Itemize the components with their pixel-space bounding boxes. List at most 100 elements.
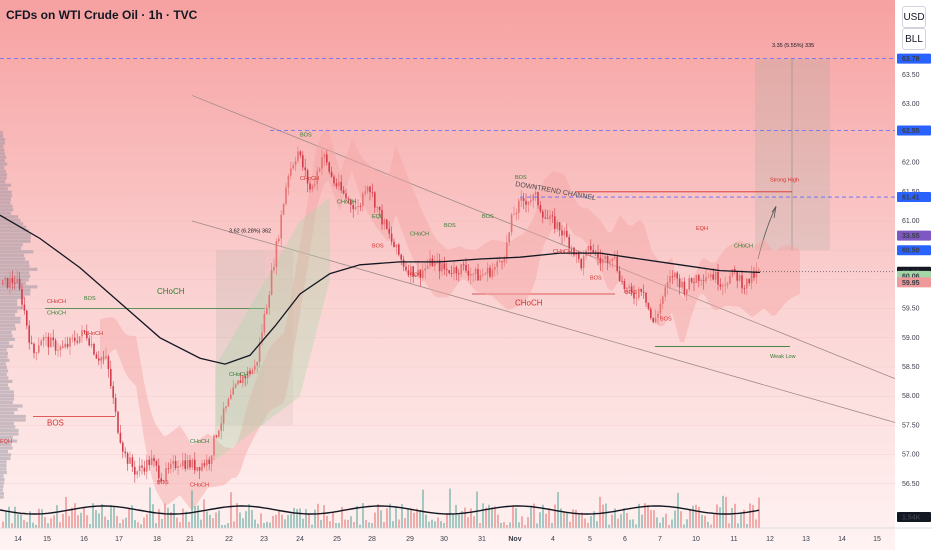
candle-body bbox=[640, 288, 642, 292]
profile-bar bbox=[0, 180, 6, 184]
candle-body bbox=[450, 273, 453, 274]
volume-bar bbox=[245, 511, 247, 528]
volume-bar bbox=[71, 507, 73, 528]
volume-bar bbox=[521, 516, 523, 528]
candle-body bbox=[489, 267, 491, 277]
candle-body bbox=[18, 278, 21, 289]
candle-body bbox=[537, 192, 539, 206]
chart-title: CFDs on WTI Crude Oil · 1h · TVC bbox=[6, 8, 198, 22]
profile-bar bbox=[0, 449, 9, 454]
candle-body bbox=[345, 193, 347, 199]
candle-body bbox=[35, 352, 38, 354]
volume-bar bbox=[449, 488, 451, 528]
volume-bar bbox=[536, 523, 538, 528]
candle-body bbox=[525, 200, 527, 205]
candle-body bbox=[424, 268, 426, 271]
profile-bar bbox=[0, 173, 8, 177]
profile-bar bbox=[0, 141, 5, 145]
candle-body bbox=[364, 191, 366, 194]
candle-body bbox=[635, 297, 638, 299]
candle-body bbox=[630, 286, 633, 293]
candle-body bbox=[350, 199, 352, 205]
volume-bar bbox=[383, 522, 385, 528]
profile-bar bbox=[0, 348, 7, 352]
volume-bar bbox=[314, 509, 316, 528]
volume-bar bbox=[287, 514, 289, 528]
candle-body bbox=[746, 278, 748, 289]
volume-bar bbox=[419, 509, 421, 528]
profile-bar bbox=[0, 316, 21, 320]
volume-bar bbox=[44, 517, 46, 528]
candle-body bbox=[558, 222, 561, 231]
time-tick: 17 bbox=[115, 536, 123, 543]
time-tick: 21 bbox=[186, 536, 194, 543]
profile-bar bbox=[0, 215, 19, 219]
candle-body bbox=[206, 459, 208, 466]
candle-body bbox=[674, 272, 676, 277]
profile-bar bbox=[0, 355, 8, 359]
volume-bar bbox=[563, 512, 565, 528]
profile-bar bbox=[0, 148, 5, 152]
candle-body bbox=[755, 270, 758, 278]
volume-bar bbox=[728, 523, 730, 528]
price-tag-bg bbox=[897, 230, 931, 241]
candle-body bbox=[239, 380, 242, 384]
candle-body bbox=[484, 273, 486, 275]
candle-body bbox=[446, 269, 448, 271]
profile-bar bbox=[0, 197, 11, 201]
profile-bar bbox=[0, 330, 12, 334]
candle-body bbox=[520, 198, 522, 201]
volume-bar bbox=[47, 523, 49, 528]
volume-bar bbox=[335, 522, 337, 528]
profile-bar bbox=[0, 442, 12, 447]
volume-bar bbox=[167, 507, 169, 528]
candle-body bbox=[105, 356, 107, 359]
candle-body bbox=[412, 266, 414, 277]
volume-bar bbox=[617, 518, 619, 528]
candle-body bbox=[388, 228, 390, 234]
candle-body bbox=[669, 276, 671, 283]
candle-body bbox=[134, 466, 136, 475]
annotation-label: BOS bbox=[444, 223, 456, 229]
candle-body bbox=[100, 357, 102, 361]
profile-bar bbox=[0, 393, 15, 398]
profile-bar bbox=[0, 302, 18, 306]
volume-bar bbox=[248, 504, 250, 528]
volume-bar bbox=[488, 504, 490, 528]
profile-bar bbox=[0, 162, 8, 166]
unit-badge[interactable]: BLL bbox=[902, 28, 926, 50]
candle-body bbox=[213, 435, 215, 456]
candle-body bbox=[400, 254, 402, 260]
candle-body bbox=[258, 342, 261, 362]
profile-bar bbox=[0, 253, 25, 257]
candle-body bbox=[642, 291, 645, 293]
candle-body bbox=[177, 466, 179, 468]
volume-bar bbox=[530, 505, 532, 528]
candle-body bbox=[618, 271, 621, 281]
profile-bar bbox=[0, 145, 4, 149]
currency-badge[interactable]: USD bbox=[902, 6, 926, 28]
candle-body bbox=[119, 432, 122, 443]
candle-body bbox=[734, 269, 736, 271]
time-tick: 18 bbox=[153, 536, 161, 543]
annotation-label: BOS bbox=[47, 418, 64, 427]
profile-bar bbox=[0, 362, 7, 366]
volume-bar bbox=[428, 521, 430, 528]
candle-body bbox=[707, 276, 710, 278]
candle-body bbox=[165, 468, 167, 481]
volume-bar bbox=[23, 519, 25, 528]
candle-body bbox=[441, 263, 443, 272]
candle-body bbox=[314, 183, 316, 186]
candle-body bbox=[237, 380, 239, 385]
candle-body bbox=[592, 250, 594, 253]
candle-body bbox=[690, 278, 693, 283]
candle-body bbox=[527, 202, 530, 205]
candle-body bbox=[158, 465, 160, 479]
candle-body bbox=[186, 460, 189, 469]
annotation-label: CHoCH bbox=[47, 299, 66, 305]
volume-bar bbox=[254, 519, 256, 528]
profile-bar bbox=[0, 379, 13, 384]
profile-bar bbox=[0, 460, 7, 464]
